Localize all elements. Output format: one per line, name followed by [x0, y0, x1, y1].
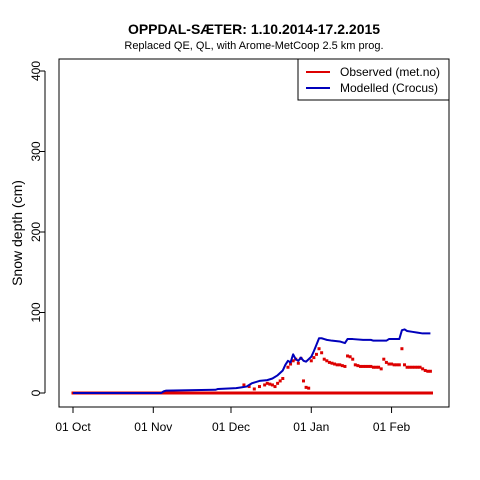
observed-point — [374, 365, 378, 369]
legend-box — [297, 58, 450, 101]
legend: Observed (met.no) Modelled (Crocus) — [297, 58, 450, 101]
observed-point — [348, 355, 352, 359]
observed-point — [421, 367, 425, 371]
x-axis: 01 Oct 01 Nov 01 Dec 01 Jan 01 Feb — [55, 406, 411, 434]
observed-point — [392, 363, 396, 367]
observed-point — [413, 365, 417, 369]
observed-point — [395, 363, 399, 367]
observed-point — [369, 364, 373, 368]
observed-point — [286, 365, 290, 369]
chart-subtitle: Replaced QE, QL, with Arome-MetCoop 2.5 … — [124, 40, 383, 52]
x-tick-label: 01 Feb — [373, 420, 411, 434]
observed-point — [428, 369, 432, 373]
observed-point — [309, 359, 313, 363]
plot-frame — [58, 58, 450, 408]
observed-point — [364, 364, 368, 368]
observed-point — [423, 368, 427, 372]
observed-point — [418, 365, 422, 369]
observed-point — [382, 357, 386, 361]
observed-point — [371, 365, 375, 369]
observed-point — [312, 356, 316, 360]
observed-point — [387, 362, 391, 366]
observed-point — [330, 361, 334, 365]
observed-point — [291, 359, 295, 363]
modelled-line — [73, 328, 431, 394]
observed-point — [384, 360, 388, 364]
observed-point — [426, 369, 430, 373]
observed-point — [281, 377, 285, 381]
observed-point — [400, 347, 404, 351]
observed-point — [278, 379, 282, 383]
observed-point — [302, 379, 306, 383]
observed-point — [263, 383, 267, 387]
observed-point — [322, 357, 326, 361]
observed-point — [338, 363, 342, 367]
x-tick-label: 01 Dec — [212, 420, 250, 434]
observed-point — [273, 385, 277, 389]
observed-point — [289, 362, 293, 366]
observed-point — [270, 383, 274, 387]
observed-point — [320, 351, 324, 355]
observed-point — [327, 360, 331, 364]
observed-point — [247, 385, 251, 389]
observed-point — [340, 364, 344, 368]
observed-point — [366, 364, 370, 368]
legend-label-modelled: Modelled (Crocus) — [340, 81, 438, 95]
observed-point — [351, 357, 355, 361]
y-tick-label: 300 — [29, 141, 43, 161]
observed-point — [377, 365, 381, 369]
x-tick-label: 01 Oct — [55, 420, 91, 434]
observed-point — [325, 359, 329, 363]
observed-point — [333, 362, 337, 366]
observed-point — [307, 386, 311, 390]
observed-point — [268, 382, 272, 386]
legend-label-observed: Observed (met.no) — [340, 65, 440, 79]
observed-point — [358, 364, 362, 368]
observed-point — [405, 365, 409, 369]
y-axis-label: Snow depth (cm) — [9, 180, 25, 286]
observed-point — [361, 364, 365, 368]
observed-point — [408, 365, 412, 369]
observed-point — [403, 363, 407, 367]
observed-point — [353, 363, 357, 367]
y-axis: 0 100 200 300 400 — [29, 61, 46, 396]
x-tick-label: 01 Nov — [134, 420, 172, 434]
y-tick-label: 0 — [29, 389, 43, 396]
observed-point — [343, 364, 347, 368]
observed-point — [252, 387, 256, 391]
observed-point — [314, 352, 318, 356]
y-tick-label: 400 — [29, 61, 43, 81]
observed-point — [390, 362, 394, 366]
observed-point — [296, 361, 300, 365]
observed-point — [410, 365, 414, 369]
observed-point — [379, 367, 383, 371]
observed-point — [304, 385, 308, 389]
observed-point — [335, 363, 339, 367]
observed-point — [356, 364, 360, 368]
observed-point — [242, 383, 246, 387]
observed-point — [397, 363, 401, 367]
observed-point — [346, 354, 350, 358]
observed-point — [265, 381, 269, 385]
plot-content — [71, 328, 433, 395]
observed-point — [257, 385, 261, 389]
observed-point — [276, 381, 280, 385]
chart-title: OPPDAL-SÆTER: 1.10.2014-17.2.2015 — [128, 21, 380, 37]
observed-point — [317, 347, 321, 351]
y-tick-label: 200 — [29, 222, 43, 242]
x-tick-label: 01 Jan — [293, 420, 329, 434]
observed-point — [415, 365, 419, 369]
y-tick-label: 100 — [29, 302, 43, 322]
